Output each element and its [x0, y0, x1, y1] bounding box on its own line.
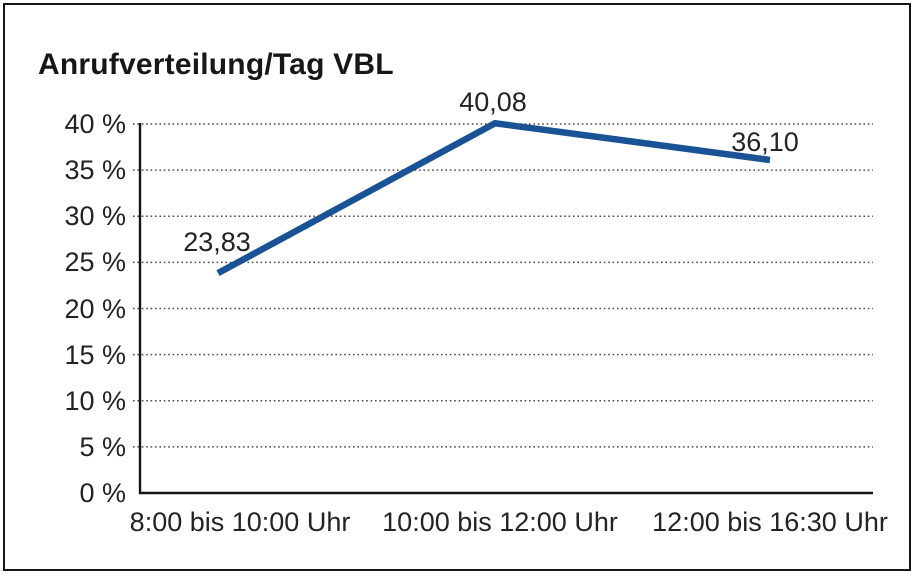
data-point-label: 36,10 [731, 126, 799, 157]
y-tick-label: 5 % [79, 431, 126, 462]
y-tick-label: 0 % [79, 478, 126, 508]
chart-title: Anrufverteilung/Tag VBL [38, 48, 394, 82]
data-line [216, 119, 771, 277]
data-point-label: 23,83 [183, 227, 251, 258]
y-tick-label: 25 % [64, 247, 126, 278]
data-point-label: 40,08 [459, 87, 527, 118]
y-tick-label: 35 % [64, 155, 126, 186]
y-tick-label: 40 % [64, 109, 126, 139]
y-tick-label: 10 % [64, 385, 126, 416]
x-axis-label: 8:00 bis 10:00 Uhr [129, 507, 351, 537]
y-tick-label: 15 % [64, 339, 126, 370]
x-axis-label: 10:00 bis 12:00 Uhr [382, 507, 618, 537]
x-axis-label: 12:00 bis 16:30 Uhr [652, 507, 888, 537]
y-tick-label: 30 % [64, 201, 126, 232]
y-tick-label: 20 % [64, 293, 126, 324]
